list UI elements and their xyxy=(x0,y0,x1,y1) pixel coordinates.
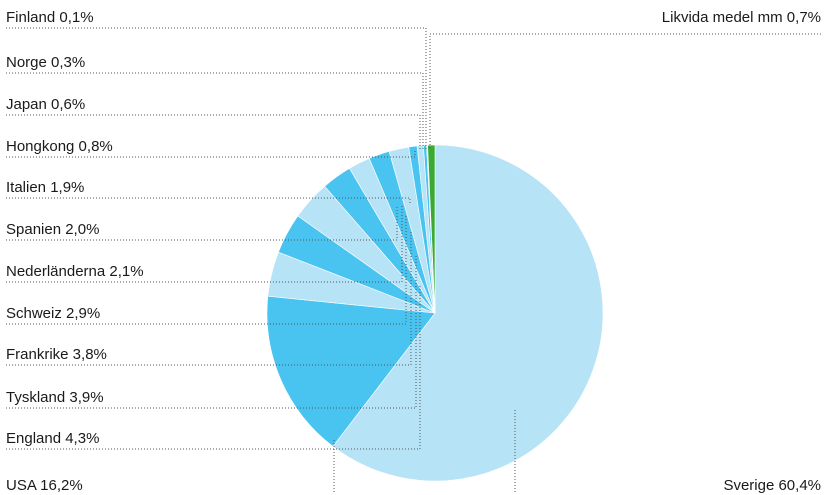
label-usa: USA 16,2% xyxy=(6,477,83,494)
label-sverige: Sverige 60,4% xyxy=(723,477,821,494)
leader-likvida xyxy=(429,33,821,150)
leader-lines xyxy=(6,27,821,492)
label-tyskland: Tyskland 3,9% xyxy=(6,389,104,406)
leader-japan xyxy=(6,114,421,150)
label-schweiz: Schweiz 2,9% xyxy=(6,305,100,322)
pie-slice-sverige xyxy=(332,144,604,482)
leader-nederlanderna xyxy=(6,205,403,283)
leader-frankrike xyxy=(6,231,412,366)
label-norge: Norge 0,3% xyxy=(6,54,85,71)
label-likvida: Likvida medel mm 0,7% xyxy=(662,9,821,26)
label-nederlanderna: Nederländerna 2,1% xyxy=(6,263,144,280)
label-frankrike: Frankrike 3,8% xyxy=(6,346,107,363)
leader-italien xyxy=(6,197,411,205)
leader-hongkong xyxy=(6,150,416,158)
label-england: England 4,3% xyxy=(6,430,99,447)
leader-finland xyxy=(6,27,427,150)
label-italien: Italien 1,9% xyxy=(6,179,84,196)
label-hongkong: Hongkong 0,8% xyxy=(6,138,113,155)
pie-slice-likvida xyxy=(427,144,436,314)
leader-norge xyxy=(6,72,424,150)
label-finland: Finland 0,1% xyxy=(6,9,94,26)
pie-slice-usa xyxy=(266,295,436,447)
leader-england xyxy=(6,284,421,450)
label-japan: Japan 0,6% xyxy=(6,96,85,113)
leader-spanien xyxy=(6,205,398,241)
slice-labels: Sverige 60,4% USA 16,2% England 4,3% Tyskla… xyxy=(6,9,821,494)
leader-schweiz xyxy=(6,214,407,325)
label-spanien: Spanien 2,0% xyxy=(6,221,99,238)
pie-slices xyxy=(266,144,604,482)
